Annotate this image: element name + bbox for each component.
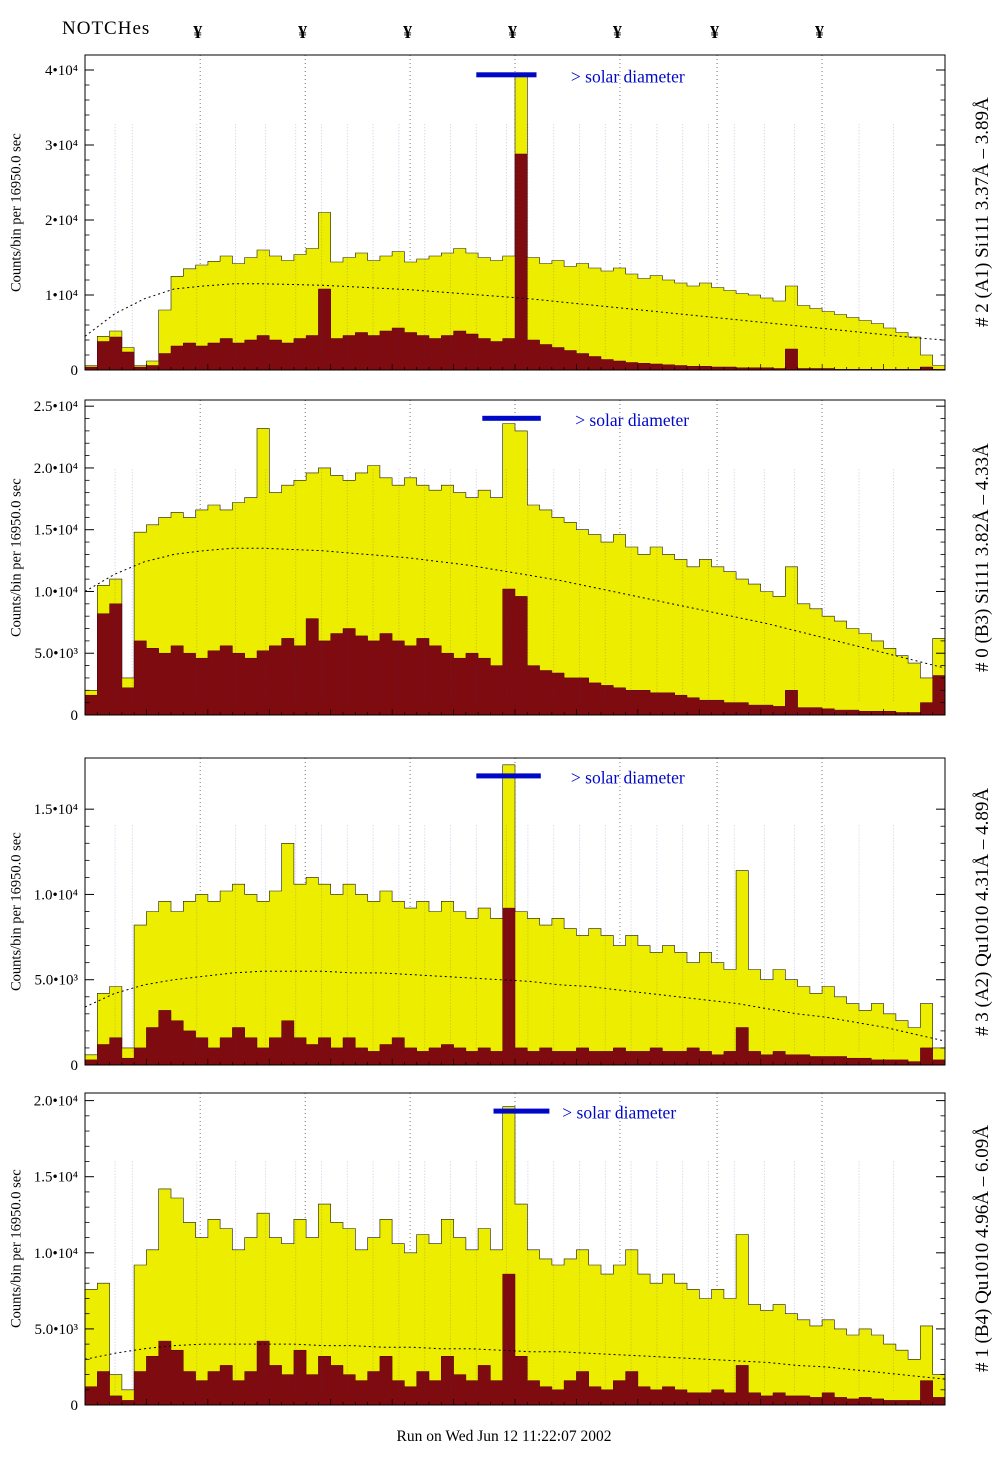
panel-title-1: # 2 (A1) Si111 3.37Å – 3.89Å: [972, 97, 993, 328]
y-tick-label: 3•10⁴: [45, 138, 78, 154]
y-tick-label: 1.5•10⁴: [34, 802, 78, 818]
y-tick-label: 0: [71, 363, 79, 379]
smooth-envelope-curve: [84, 1343, 946, 1380]
panel-title-3: # 3 (A2) Qu1010 4.31Å – 4.89Å: [972, 787, 993, 1036]
run-timestamp-caption: Run on Wed Jun 12 11:22:07 2002: [396, 1428, 612, 1445]
notch-symbol: ¥: [403, 22, 413, 42]
y-tick-label: 4•10⁴: [45, 63, 78, 79]
background-histogram-series: [84, 907, 946, 1066]
smooth-envelope-curve: [84, 970, 946, 1042]
smooth-envelope-curve: [84, 283, 946, 341]
y-tick-label: 0: [71, 708, 79, 724]
y-tick-label: 1.0•10⁴: [34, 584, 78, 600]
y-tick-label: 5.0•10³: [35, 973, 79, 989]
panel-chart-2: 0 5.0•10³ 1.0•10⁴ 1.5•10⁴ 2.0•10⁴ 2.5•10⁴ > so…: [34, 399, 946, 724]
solar-diameter-label: > solar diameter: [575, 410, 689, 430]
y-tick-label: 1.5•10⁴: [34, 523, 78, 539]
y-tick-label: 1•10⁴: [45, 288, 78, 304]
solar-diameter-label: > solar diameter: [571, 66, 685, 86]
notch-symbol: ¥: [815, 22, 825, 42]
y-tick-label: 0: [71, 1058, 79, 1074]
y-tick-label: 2.0•10⁴: [34, 1094, 78, 1110]
y-tick-label: 2.5•10⁴: [34, 399, 78, 415]
y-tick-label: 1.0•10⁴: [34, 1246, 78, 1262]
y-axis-label-2: Counts/bin per 16950.0 sec: [8, 478, 25, 637]
solar-diameter-label: > solar diameter: [562, 1103, 676, 1123]
solar-diameter-label: > solar diameter: [571, 767, 685, 787]
y-tick-label: 2•10⁴: [45, 213, 78, 229]
panel-chart-1: 0 1•10⁴ 2•10⁴ 3•10⁴ 4•10⁴ > solar diameter: [45, 54, 946, 379]
solar-diameter-bar: [476, 72, 537, 78]
solar-diameter-bar: [476, 773, 541, 779]
smooth-envelope-curve: [84, 547, 946, 669]
panel-title-2: # 0 (B3) Si111 3.82Å – 4.33Å: [972, 443, 993, 672]
notches-label: NOTCHes: [62, 18, 151, 39]
notch-symbol: ¥: [508, 22, 517, 42]
notch-symbol: ¥: [710, 22, 720, 42]
y-axis-label-1: Counts/bin per 16950.0 sec: [8, 133, 25, 292]
notch-symbol: ¥: [612, 22, 622, 42]
notch-symbol: ¥: [298, 22, 308, 42]
panel-title-4: # 1 (B4) Qu1010 4.96Å – 6.09Å: [972, 1125, 993, 1373]
y-tick-label: 1.5•10⁴: [34, 1170, 78, 1186]
background-histogram-series: [84, 1273, 946, 1406]
y-tick-label: 5.0•10³: [35, 1322, 79, 1338]
total-histogram-series: [84, 1106, 946, 1406]
y-tick-label: 1.0•10⁴: [34, 887, 78, 903]
total-histogram-series: [84, 423, 946, 716]
solar-diameter-bar: [493, 1108, 550, 1114]
panel-chart-4: 0 5.0•10³ 1.0•10⁴ 1.5•10⁴ 2.0•10⁴ > solar dia…: [34, 1092, 946, 1414]
y-tick-label: 0: [71, 1398, 79, 1414]
notch-symbol: ¥: [193, 22, 203, 42]
background-histogram-series: [84, 588, 946, 716]
y-axis-label-4: Counts/bin per 16950.0 sec: [8, 1169, 25, 1329]
y-axis-label-3: Counts/bin per 16950.0 sec: [8, 832, 25, 991]
solar-diameter-bar: [482, 415, 541, 421]
y-tick-label: 5.0•10³: [35, 646, 79, 662]
panel-chart-3: 0 5.0•10³ 1.0•10⁴ 1.5•10⁴ > solar diameter: [34, 757, 946, 1074]
y-tick-label: 2.0•10⁴: [34, 461, 78, 477]
